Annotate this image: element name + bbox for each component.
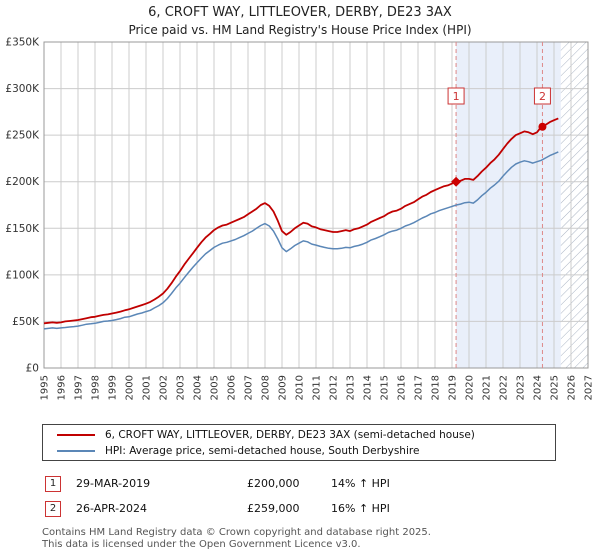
x-axis-year-label: 2024 (533, 375, 544, 400)
plot-border (43, 41, 589, 369)
legend-item-property: 6, CROFT WAY, LITTLEOVER, DERBY, DE23 3A… (43, 429, 555, 441)
legend-label-property: 6, CROFT WAY, LITTLEOVER, DERBY, DE23 3A… (105, 428, 475, 441)
hpi-average-line (43, 151, 559, 330)
x-axis-year-label: 2021 (482, 375, 493, 400)
y-axis-price-label: £150K (5, 223, 40, 235)
x-axis-year-label: 2007 (244, 375, 255, 400)
x-axis-year-label: 2002 (159, 375, 170, 400)
sale-flag-number: 1 (453, 90, 460, 103)
sale-row-1: 1 29-MAR-2019 £200,000 14% ↑ HPI (0, 476, 600, 492)
sale-1-hpi-change: 14% ↑ HPI (331, 477, 390, 490)
y-axis-price-label: £350K (5, 37, 40, 49)
legend-label-hpi: HPI: Average price, semi-detached house,… (105, 444, 420, 457)
x-axis-year-label: 2019 (448, 375, 459, 400)
sale-flag-box (447, 87, 465, 105)
x-axis-year-label: 2010 (295, 375, 306, 400)
x-axis-year-label: 2000 (125, 375, 136, 400)
x-axis-year-label: 2005 (210, 375, 221, 400)
sale-marker (538, 122, 547, 131)
sale-1-price: £200,000 (247, 477, 300, 490)
sale-1-number-badge: 1 (45, 476, 61, 492)
chart-legend: 6, CROFT WAY, LITTLEOVER, DERBY, DE23 3A… (42, 424, 556, 461)
sale-row-2: 2 26-APR-2024 £259,000 16% ↑ HPI (0, 501, 600, 517)
copyright-line-1: Contains HM Land Registry data © Crown c… (42, 527, 431, 538)
x-axis-year-label: 1996 (57, 375, 68, 400)
x-axis-year-label: 2004 (193, 375, 204, 400)
y-axis-price-label: £300K (5, 83, 40, 95)
x-axis-year-label: 2015 (380, 375, 391, 400)
x-axis-year-label: 2025 (550, 375, 561, 400)
x-axis-year-label: 2001 (142, 375, 153, 400)
x-axis-year-label: 2008 (261, 375, 272, 400)
x-axis-year-label: 1995 (40, 375, 51, 400)
x-axis-year-label: 2020 (465, 375, 476, 400)
sale-1-date: 29-MAR-2019 (76, 477, 151, 490)
sale-2-hpi-change: 16% ↑ HPI (331, 502, 390, 515)
x-axis-year-label: 2003 (176, 375, 187, 400)
x-axis-year-label: 1997 (74, 375, 85, 400)
x-axis-year-label: 2022 (499, 375, 510, 400)
copyright-line-2: This data is licensed under the Open Gov… (42, 538, 361, 550)
y-axis-price-label: £200K (5, 176, 40, 188)
price-history-chart: 1995 1996 1997 1998 1999 2000 2001 2002 2003 2004… (5, 37, 595, 401)
x-axis-year-label: 2014 (363, 375, 374, 400)
x-axis-year-label: 2011 (312, 375, 323, 400)
x-axis-year-label: 2013 (346, 375, 357, 400)
x-axis-year-label: 2026 (567, 375, 578, 400)
y-axis-price-label: £100K (5, 269, 40, 281)
sale-flag-box (533, 87, 551, 105)
y-axis-price-label: £50K (12, 316, 40, 328)
x-axis-year-label: 2006 (227, 375, 238, 400)
sale-flag-number: 2 (539, 90, 546, 103)
page-subtitle: Price paid vs. HM Land Registry's House … (128, 23, 472, 37)
x-axis-year-label: 2018 (431, 375, 442, 400)
x-axis-year-label: 2023 (516, 375, 527, 400)
x-axis-year-label: 1999 (108, 375, 119, 400)
page-title: 6, CROFT WAY, LITTLEOVER, DERBY, DE23 3A… (148, 5, 452, 20)
sale-marker (451, 176, 462, 187)
y-axis-price-label: £0 (26, 363, 39, 375)
y-axis-price-label: £250K (5, 130, 40, 142)
property-line-swatch (57, 433, 95, 436)
future-hatched-region (560, 42, 588, 368)
x-axis-year-label: 2027 (584, 375, 595, 400)
copyright-footer: Contains HM Land Registry data © Crown c… (42, 527, 431, 550)
x-axis-year-label: 1998 (91, 375, 102, 400)
legend-item-hpi: HPI: Average price, semi-detached house,… (43, 445, 555, 457)
x-axis-year-label: 2009 (278, 375, 289, 400)
x-axis-year-label: 2012 (329, 375, 340, 400)
sale-2-price: £259,000 (247, 502, 300, 515)
x-axis-year-label: 2016 (397, 375, 408, 400)
sale-2-number-badge: 2 (45, 501, 61, 517)
sale-2-date: 26-APR-2024 (76, 502, 148, 515)
hpi-line-swatch (57, 449, 95, 452)
property-price-line (43, 117, 559, 325)
x-axis-year-label: 2017 (414, 375, 425, 400)
